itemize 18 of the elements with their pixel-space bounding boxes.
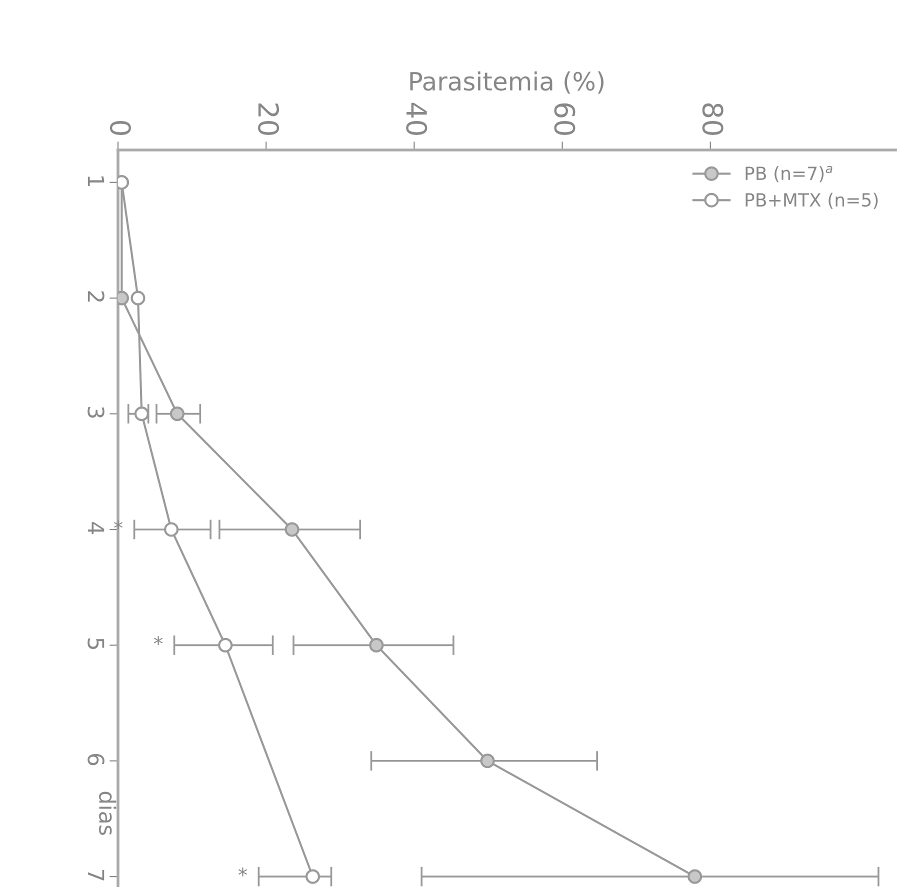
y-axis-title: dias <box>98 792 116 835</box>
y-tick-label: 6 <box>88 754 104 766</box>
legend-label: PB+MTX (n=5) <box>746 192 878 209</box>
x-tick-label: 60 <box>554 103 576 135</box>
y-tick-label: 2 <box>88 291 104 302</box>
x-tick-label: 20 <box>258 103 280 135</box>
legend-label: PB (n=7)$^{a}$ <box>746 166 832 182</box>
x-tick-label: 40 <box>406 102 428 135</box>
x-axis-title: Parasitemia (%) <box>410 71 604 94</box>
x-tick-label: 80 <box>702 103 724 135</box>
y-tick-label: 5 <box>88 638 104 649</box>
annotation: * <box>238 868 247 876</box>
y-tick-label: 3 <box>88 407 104 418</box>
annotation: * <box>154 636 163 645</box>
x-tick-label: 0 <box>110 120 131 135</box>
y-tick-label: 7 <box>88 870 104 880</box>
y-tick-label: 1 <box>88 176 104 186</box>
y-tick-label: 4 <box>88 522 104 534</box>
